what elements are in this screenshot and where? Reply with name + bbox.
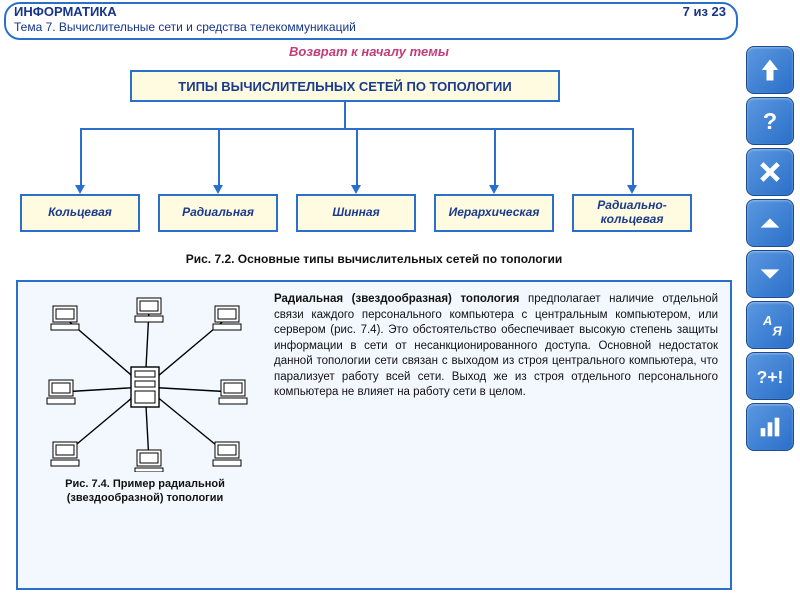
header-subtitle: Тема 7. Вычислительные сети и средства т… (14, 20, 356, 34)
connector-line (632, 128, 634, 185)
panel-left: Рис. 7.4. Пример радиальной (звездообраз… (30, 292, 260, 578)
az-icon: АЯ (756, 311, 784, 339)
page: ИНФОРМАТИКА 7 из 23 Тема 7. Вычислительн… (0, 0, 800, 600)
nav-down-button[interactable] (746, 250, 794, 298)
quiz-icon: ?+! (756, 362, 784, 390)
content-area: ТИПЫ ВЫЧИСЛИТЕЛЬНЫХ СЕТЕЙ ПО ТОПОЛОГИИ К… (10, 64, 738, 594)
connector-line (218, 128, 220, 185)
connector-line (356, 128, 358, 185)
up-arrow-icon (756, 56, 784, 84)
branch-box-0: Кольцевая (20, 194, 140, 232)
branch-box-1: Радиальная (158, 194, 278, 232)
help-icon: ? (756, 107, 784, 135)
svg-text:?: ? (763, 108, 777, 134)
up-arrow-button[interactable] (746, 46, 794, 94)
figure-caption-7-2: Рис. 7.2. Основные типы вычислительных с… (10, 252, 738, 266)
info-panel: Рис. 7.4. Пример радиальной (звездообраз… (16, 280, 732, 590)
close-button[interactable] (746, 148, 794, 196)
stats-button[interactable] (746, 403, 794, 451)
branch-box-2: Шинная (296, 194, 416, 232)
svg-text:А: А (762, 313, 772, 328)
header-title: ИНФОРМАТИКА (14, 4, 117, 19)
connector-line (344, 102, 346, 128)
star-topology-figure (35, 292, 255, 472)
nav-up-icon (756, 209, 784, 237)
branch-box-3: Иерархическая (434, 194, 554, 232)
sidebar: ? АЯ ?+! (746, 46, 794, 451)
figure-caption-7-4: Рис. 7.4. Пример радиальной (звездообраз… (30, 478, 260, 506)
diagram-root-box: ТИПЫ ВЫЧИСЛИТЕЛЬНЫХ СЕТЕЙ ПО ТОПОЛОГИИ (130, 70, 560, 102)
quiz-button[interactable]: ?+! (746, 352, 794, 400)
nav-down-icon (756, 260, 784, 288)
page-indicator: 7 из 23 (683, 4, 726, 19)
pc-icon (51, 306, 79, 330)
branch-box-4: Радиально-кольцевая (572, 194, 692, 232)
nav-up-button[interactable] (746, 199, 794, 247)
header-bar: ИНФОРМАТИКА 7 из 23 Тема 7. Вычислительн… (4, 2, 738, 40)
paragraph-rest: предполагает наличие отдельной связи каж… (274, 293, 718, 398)
az-button[interactable]: АЯ (746, 301, 794, 349)
panel-right: Радиальная (звездообразная) топология пр… (274, 292, 718, 578)
close-icon (756, 158, 784, 186)
paragraph-lead: Радиальная (звездообразная) топология (274, 293, 519, 305)
description-paragraph: Радиальная (звездообразная) топология пр… (274, 292, 718, 401)
arrow-icon (213, 185, 223, 194)
svg-text:?+!: ?+! (757, 367, 784, 387)
arrow-icon (351, 185, 361, 194)
return-link[interactable]: Возврат к началу темы (0, 44, 738, 59)
svg-text:Я: Я (771, 324, 782, 339)
arrow-icon (489, 185, 499, 194)
connector-line (494, 128, 496, 185)
stats-icon (756, 413, 784, 441)
help-button[interactable]: ? (746, 97, 794, 145)
arrow-icon (75, 185, 85, 194)
connector-line (80, 128, 82, 185)
arrow-icon (627, 185, 637, 194)
